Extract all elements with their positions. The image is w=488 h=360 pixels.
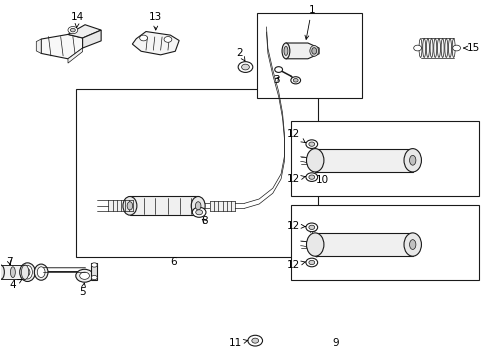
Bar (256, 13, 361, 98)
Text: 5: 5 (79, 283, 86, 297)
Bar (108, 201, 133, 211)
Text: 9: 9 (332, 338, 339, 348)
Circle shape (68, 27, 78, 34)
Circle shape (140, 35, 147, 41)
Circle shape (238, 62, 252, 72)
Circle shape (305, 223, 317, 231)
Ellipse shape (122, 197, 137, 215)
Circle shape (195, 210, 202, 215)
Polygon shape (41, 35, 82, 59)
Circle shape (163, 37, 171, 42)
Bar (130, 197, 198, 215)
Circle shape (452, 45, 460, 51)
Ellipse shape (22, 265, 32, 279)
Text: 7: 7 (6, 257, 13, 267)
Text: 3: 3 (272, 75, 279, 85)
Text: 6: 6 (170, 257, 177, 267)
Text: 12: 12 (286, 174, 305, 184)
Polygon shape (0, 265, 25, 279)
Polygon shape (36, 39, 41, 53)
Ellipse shape (127, 202, 132, 210)
Ellipse shape (191, 197, 205, 215)
Text: 4: 4 (10, 279, 22, 290)
Ellipse shape (0, 265, 4, 279)
Ellipse shape (282, 43, 289, 59)
Bar (420, 38, 453, 58)
Circle shape (308, 260, 314, 265)
Bar (315, 149, 412, 172)
Ellipse shape (311, 48, 316, 54)
Circle shape (91, 263, 97, 267)
Polygon shape (68, 25, 101, 38)
Ellipse shape (195, 202, 201, 210)
Ellipse shape (37, 267, 45, 278)
Circle shape (293, 78, 298, 82)
Circle shape (308, 175, 314, 179)
Ellipse shape (25, 269, 30, 276)
Circle shape (290, 77, 300, 84)
Ellipse shape (309, 45, 318, 56)
Text: 12: 12 (286, 129, 305, 143)
Ellipse shape (10, 267, 15, 278)
Ellipse shape (306, 149, 323, 172)
Polygon shape (82, 30, 101, 48)
Text: 13: 13 (149, 12, 162, 30)
Ellipse shape (34, 264, 48, 280)
Ellipse shape (20, 263, 35, 282)
Polygon shape (132, 32, 179, 55)
Text: 8: 8 (201, 216, 207, 226)
Circle shape (305, 173, 317, 181)
Circle shape (251, 338, 258, 343)
Text: 12: 12 (286, 221, 305, 231)
Ellipse shape (403, 233, 421, 256)
Circle shape (305, 258, 317, 267)
Bar (76, 89, 317, 257)
Text: 1: 1 (305, 5, 314, 39)
Circle shape (247, 335, 262, 346)
Circle shape (91, 275, 97, 280)
Text: 2: 2 (236, 48, 244, 61)
Bar (315, 233, 412, 256)
Bar (290, 121, 478, 196)
Circle shape (274, 67, 282, 72)
Polygon shape (68, 48, 82, 63)
Ellipse shape (403, 149, 421, 172)
Ellipse shape (284, 46, 287, 55)
Ellipse shape (409, 156, 415, 165)
Text: 14: 14 (71, 12, 84, 28)
Ellipse shape (310, 141, 316, 147)
Text: 10: 10 (315, 175, 328, 185)
Ellipse shape (409, 240, 415, 249)
Circle shape (308, 225, 314, 229)
Polygon shape (285, 43, 319, 59)
Polygon shape (91, 263, 97, 280)
Ellipse shape (310, 225, 316, 231)
Circle shape (76, 269, 93, 282)
Ellipse shape (21, 265, 29, 279)
Circle shape (305, 140, 317, 148)
Circle shape (70, 28, 75, 32)
Circle shape (192, 207, 205, 217)
Circle shape (413, 45, 421, 51)
Text: 11: 11 (229, 338, 247, 348)
Circle shape (80, 272, 89, 279)
Ellipse shape (306, 233, 323, 256)
Circle shape (241, 64, 249, 70)
Circle shape (308, 142, 314, 146)
Bar (290, 205, 478, 280)
Text: 15: 15 (463, 43, 479, 53)
Text: 12: 12 (286, 260, 305, 270)
Bar (210, 201, 234, 211)
